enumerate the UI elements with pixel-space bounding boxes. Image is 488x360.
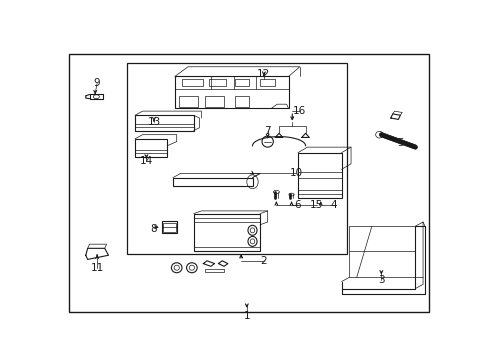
Bar xyxy=(297,153,341,198)
Text: 4: 4 xyxy=(330,201,337,210)
Bar xyxy=(208,79,225,86)
Text: 3: 3 xyxy=(377,275,384,285)
Bar xyxy=(135,115,193,131)
Text: 7: 7 xyxy=(264,126,270,135)
Bar xyxy=(235,79,248,86)
Bar xyxy=(178,96,197,107)
Text: 13: 13 xyxy=(147,117,160,127)
Bar xyxy=(127,63,346,254)
Text: 14: 14 xyxy=(140,156,153,166)
Text: 10: 10 xyxy=(289,168,302,179)
Text: 15: 15 xyxy=(310,201,323,210)
Text: 11: 11 xyxy=(90,263,103,273)
Text: 8: 8 xyxy=(150,224,157,234)
Text: 2: 2 xyxy=(260,256,266,266)
Bar xyxy=(175,76,288,108)
Bar xyxy=(205,269,224,272)
Bar xyxy=(182,79,203,86)
Text: 5: 5 xyxy=(396,138,403,148)
Bar xyxy=(193,214,260,251)
Bar xyxy=(205,96,224,107)
Bar xyxy=(260,79,275,86)
Bar xyxy=(163,223,175,232)
Text: 6: 6 xyxy=(294,201,301,210)
Text: 16: 16 xyxy=(293,106,306,116)
Bar xyxy=(235,96,248,107)
Bar xyxy=(161,221,177,233)
Text: 9: 9 xyxy=(94,78,100,89)
Bar xyxy=(173,177,252,186)
Bar xyxy=(135,139,167,157)
Text: 12: 12 xyxy=(257,69,270,79)
Text: 1: 1 xyxy=(243,311,250,321)
